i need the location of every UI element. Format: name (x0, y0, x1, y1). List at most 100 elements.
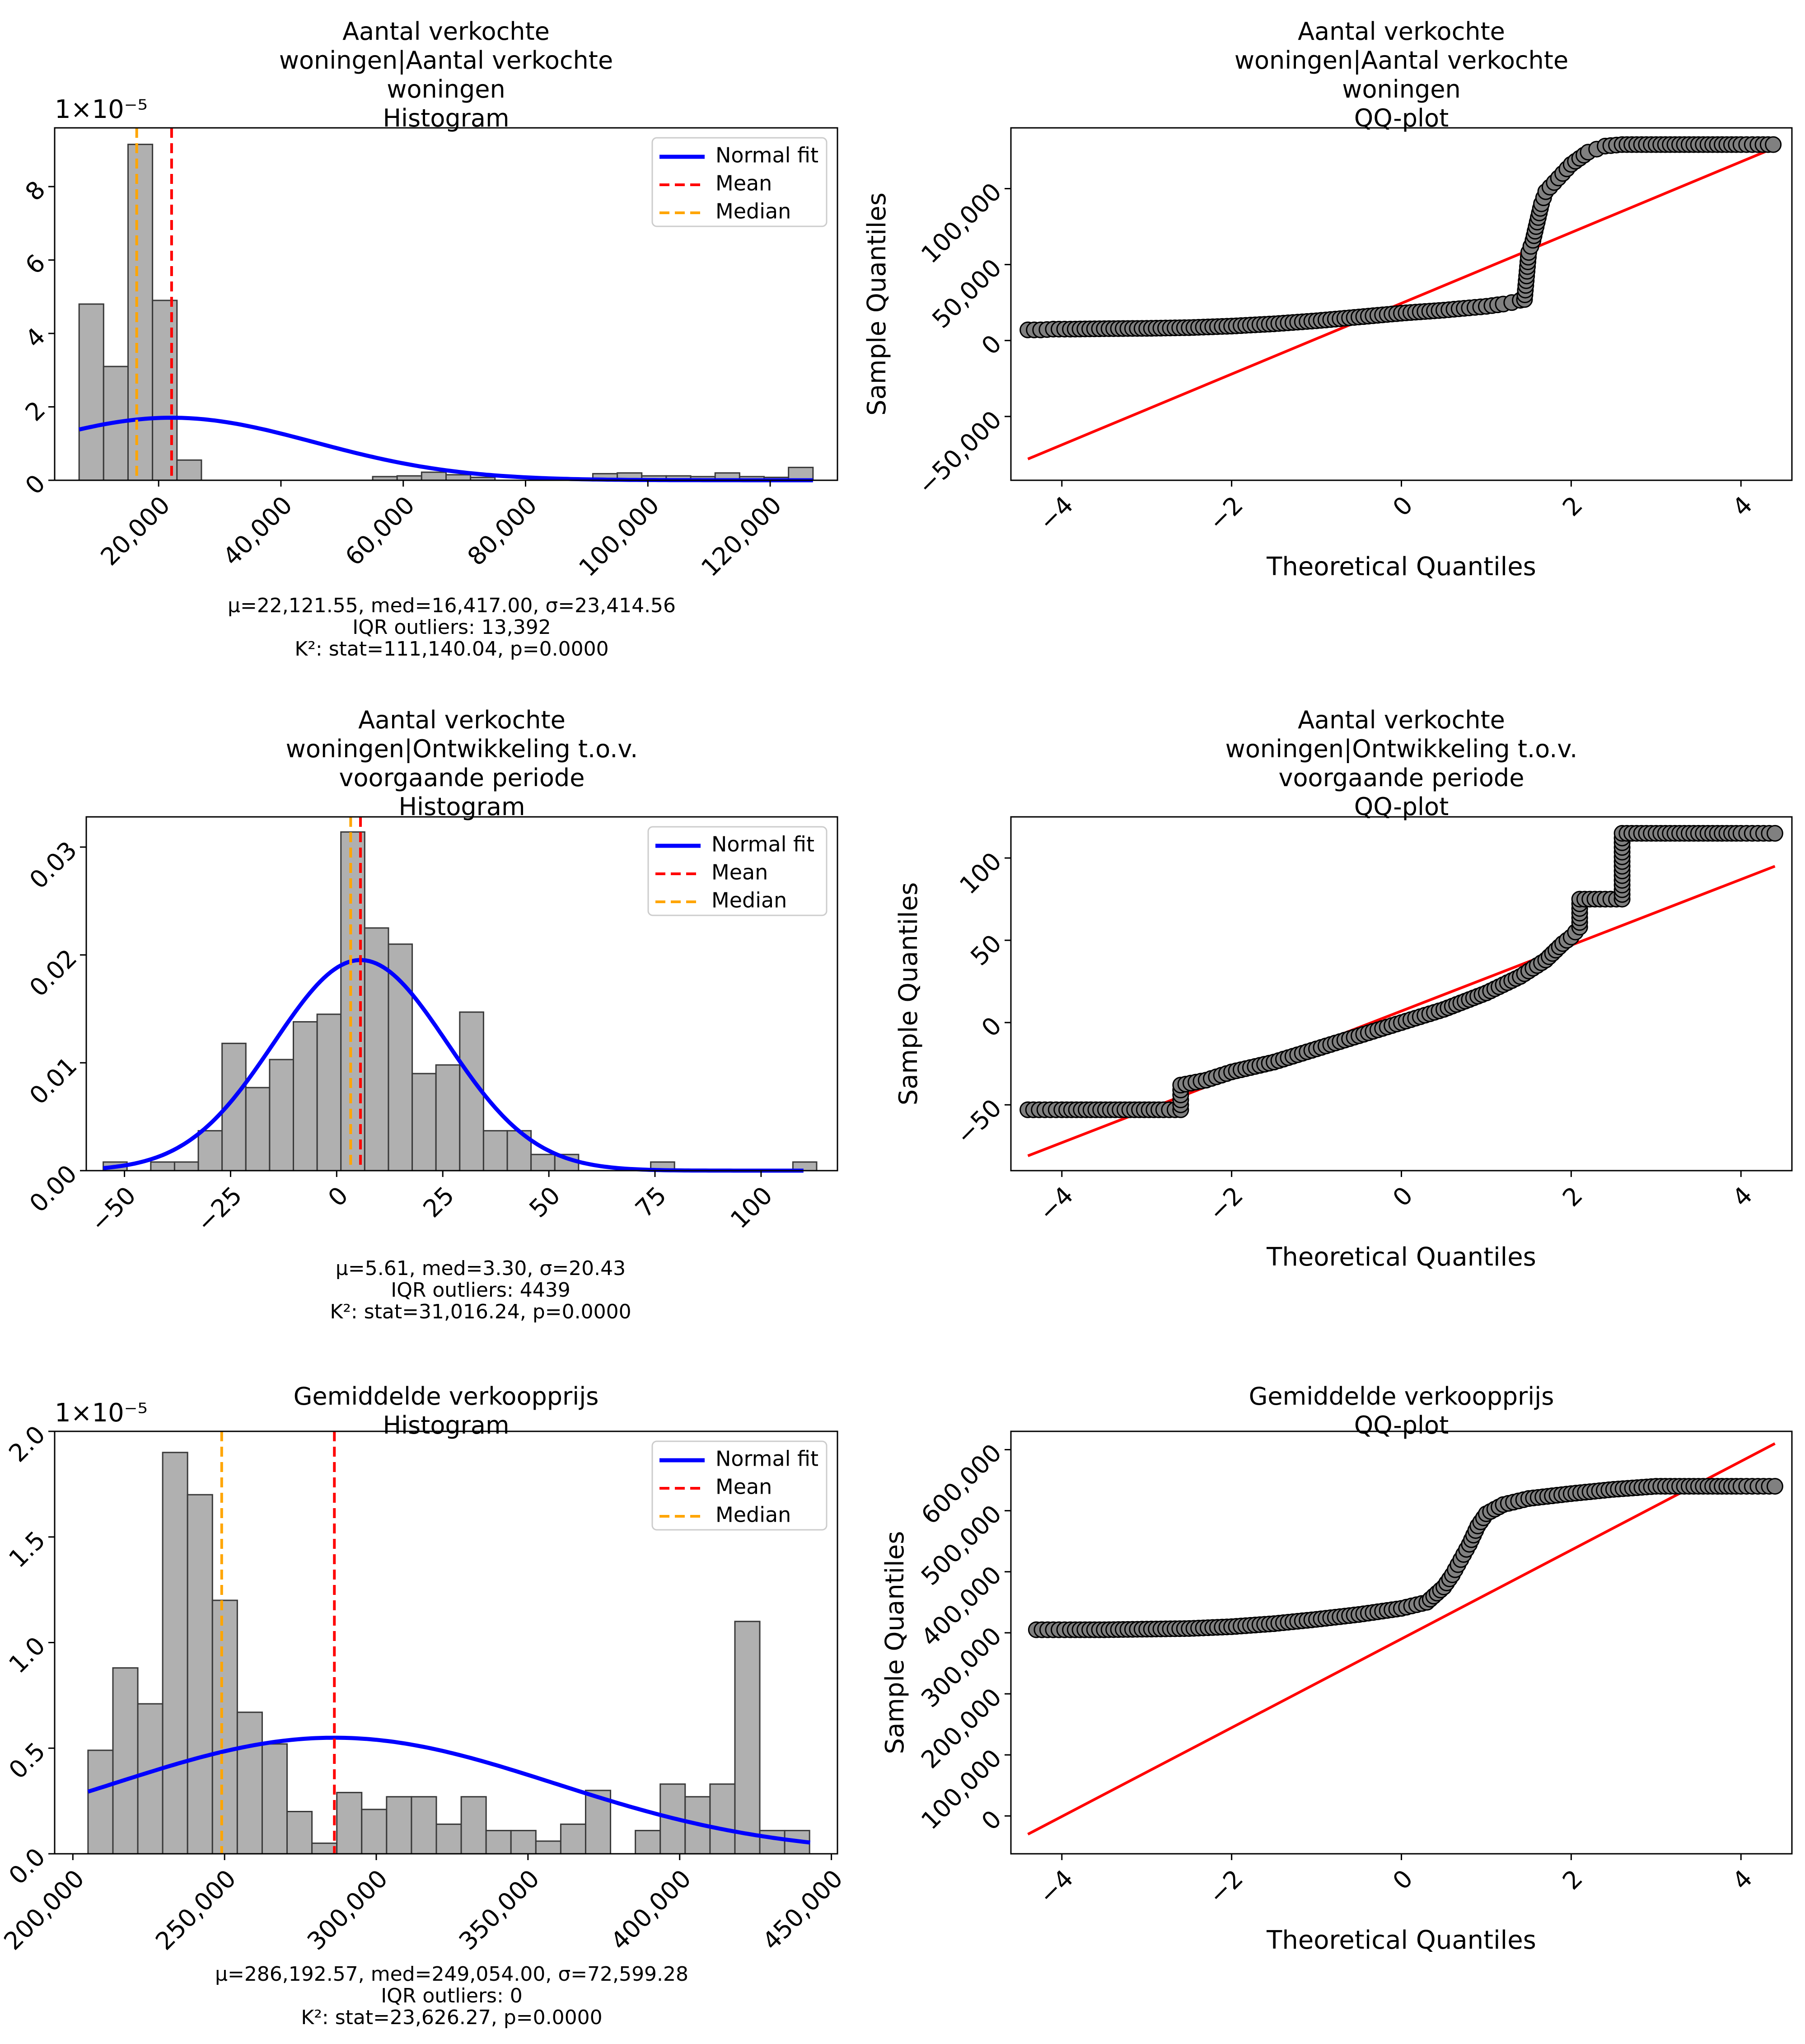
x-tick-label: 400,000 (605, 1864, 697, 1955)
histogram-bar (173, 1161, 199, 1172)
histogram-bar (316, 1013, 342, 1172)
chart-title-line: voorgaande periode (1279, 764, 1524, 792)
x-tick-label: 40,000 (217, 491, 298, 571)
x-tick-label: −4 (1033, 1864, 1079, 1910)
chart-title-line: QQ-plot (1354, 1411, 1449, 1439)
y-tick-label: 1.5 (3, 1526, 51, 1573)
histogram-bar (261, 1743, 288, 1855)
histogram-bar (336, 1791, 363, 1855)
histogram-bar (386, 1796, 412, 1855)
x-tick-label: 25 (418, 1181, 460, 1223)
x-tick-label: 0 (1387, 491, 1418, 522)
histogram-bar (510, 1830, 537, 1855)
chart-title-line: woningen|Aantal verkochte (279, 46, 613, 75)
stats-line: IQR outliers: 13,392 (352, 616, 551, 639)
histogram-bar (87, 1749, 114, 1855)
chart-title-line: QQ-plot (1354, 792, 1449, 821)
histogram-bar (709, 1783, 736, 1855)
x-tick-label: 350,000 (454, 1864, 545, 1955)
histogram-bar (211, 1599, 238, 1855)
y-tick-label: −50 (950, 1093, 1007, 1150)
histogram-bar (152, 300, 178, 481)
qq-point (1766, 1478, 1783, 1495)
normal-fit-curve (87, 1735, 811, 1845)
chart-title-line: woningen (387, 75, 505, 103)
stats-line: K²: stat=111,140.04, p=0.0000 (295, 638, 608, 661)
y-tick-label: 0 (976, 1805, 1007, 1836)
x-tick-label: −2 (1203, 1864, 1249, 1910)
stats-line: μ=22,121.55, med=16,417.00, σ=23,414.56 (228, 594, 676, 617)
x-tick-label: 2 (1557, 1181, 1588, 1212)
chart-title-line: Aantal verkochte (1298, 17, 1505, 46)
legend-box (647, 826, 828, 916)
y-tick-label: 0 (976, 329, 1007, 361)
chart-title-line: Aantal verkochte (1298, 706, 1505, 734)
x-axis-label: Theoretical Quantiles (1266, 552, 1536, 581)
histogram-bar (286, 1811, 313, 1855)
x-tick-label: 0 (1387, 1864, 1418, 1895)
y-tick-label: 1.0 (3, 1631, 51, 1678)
qq-reference-line (1027, 1442, 1776, 1836)
axes-frame (54, 127, 838, 481)
y-tick-label: 0.02 (24, 944, 83, 1003)
histogram-bar (388, 943, 413, 1172)
legend: Normal fit Mean Median (647, 826, 828, 916)
chart-title-line: QQ-plot (1354, 104, 1449, 132)
stats-line: K²: stat=23,626.27, p=0.0000 (301, 2006, 602, 2029)
x-tick-label: 50 (524, 1181, 566, 1223)
histogram-bar (411, 1796, 437, 1855)
y-tick-label: 0.0 (3, 1842, 51, 1890)
y-tick-label: 0.03 (24, 836, 83, 895)
histogram-bar (187, 1494, 213, 1855)
qqplot-qq2: −4 −2 0 2 4 −50 0 50 100 Theoretical Quantiles Sam… (894, 816, 1793, 1272)
y-tick-label: 100,000 (916, 177, 1007, 268)
histogram-bar (460, 1796, 487, 1855)
chart-title-line: Histogram (383, 104, 509, 132)
chart-title-line: voorgaande periode (339, 764, 585, 792)
legend-box (651, 1440, 828, 1531)
x-tick-label: 4 (1727, 1864, 1758, 1895)
histogram-bar (78, 303, 104, 481)
x-tick-label: −25 (191, 1181, 248, 1238)
histogram-bar (112, 1667, 139, 1855)
x-tick-label: 80,000 (462, 491, 542, 571)
histogram-bar (734, 1621, 761, 1855)
y-tick-label: 0.5 (3, 1737, 51, 1784)
y-tick-label: 50 (965, 929, 1007, 971)
y-tick-label: 100 (954, 847, 1007, 900)
stats-line: μ=5.61, med=3.30, σ=20.43 (336, 1257, 626, 1280)
histogram-bar (176, 459, 202, 481)
chart-title-line: Histogram (383, 1411, 509, 1439)
chart-title-line: Gemiddelde verkoopprijs (1249, 1382, 1554, 1411)
x-tick-label: −50 (85, 1181, 141, 1238)
x-tick-label: 2 (1557, 1864, 1588, 1895)
chart-title-line: Aantal verkochte (342, 17, 550, 46)
histogram-bar (482, 1130, 508, 1172)
histogram-bar (421, 471, 447, 481)
x-tick-label: 4 (1727, 491, 1758, 522)
histogram-bar (236, 1711, 263, 1855)
y-tick-label: 0 (976, 1011, 1007, 1042)
histogram-bar (137, 1703, 164, 1855)
x-tick-label: 2 (1557, 491, 1588, 522)
qqplot-qq3: −4 −2 0 2 40100,000200,000300,000400,000500,… (880, 1430, 1793, 1955)
x-tick-label: −2 (1203, 491, 1249, 536)
legend-label-normal-fit: Normal fit (715, 1447, 818, 1471)
legend-label-median: Median (711, 888, 787, 913)
x-tick-label: 0 (323, 1181, 354, 1212)
legend: Normal fit Mean Median (651, 137, 828, 227)
axis-offset-text: 1×10⁻⁵ (55, 1398, 148, 1428)
chart-title-line: woningen (1342, 75, 1460, 103)
x-tick-label: 300,000 (302, 1864, 393, 1955)
legend-label-mean: Mean (711, 860, 768, 885)
y-tick-label: 0.00 (24, 1159, 83, 1218)
histogram-bar (269, 1059, 294, 1172)
x-tick-label: −2 (1203, 1181, 1249, 1227)
x-tick-label: 100 (725, 1181, 778, 1234)
axes-frame (85, 816, 838, 1172)
